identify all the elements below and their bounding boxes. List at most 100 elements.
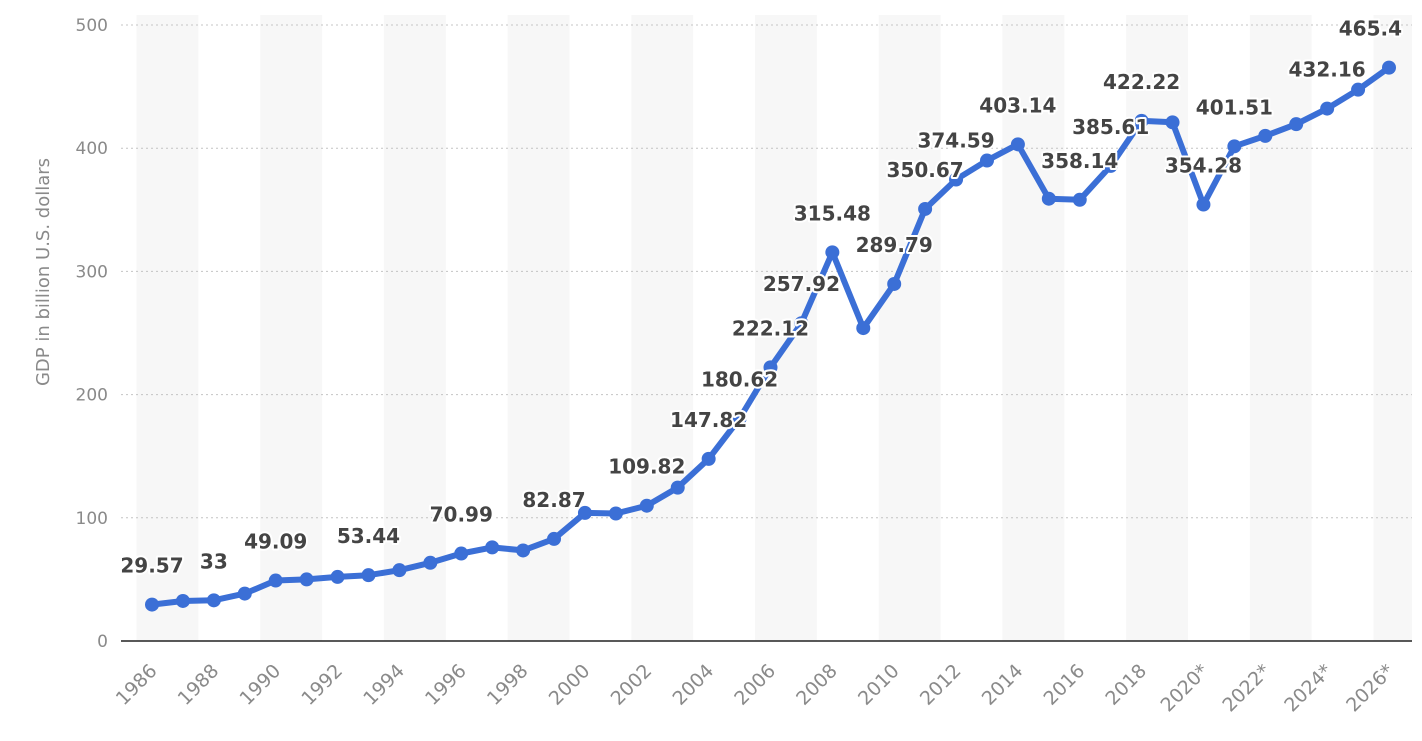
alternating-bands (136, 15, 1412, 641)
data-label: 49.09 (244, 530, 307, 554)
data-label: 53.44 (337, 524, 400, 548)
data-point (1196, 197, 1211, 212)
y-tick-label: 0 (97, 632, 108, 652)
data-point (887, 276, 902, 291)
data-point (918, 201, 933, 216)
data-point (454, 546, 469, 561)
data-label: 180.62 (701, 367, 778, 391)
x-tick-label: 2012 (916, 660, 966, 710)
data-label: 358.14 (1041, 149, 1118, 173)
data-point (1382, 60, 1396, 75)
data-point (516, 543, 531, 558)
data-label: 29.57 (120, 554, 183, 578)
data-point (299, 572, 314, 587)
data-point (1165, 115, 1180, 130)
x-tick-label: 1988 (174, 660, 224, 710)
data-point (1289, 117, 1304, 132)
data-point (794, 316, 809, 331)
y-tick-label: 500 (76, 16, 108, 36)
data-point (577, 505, 592, 520)
data-point (670, 480, 685, 495)
data-label: 289.79 (856, 233, 933, 257)
data-point (856, 321, 871, 336)
data-point (392, 563, 407, 578)
y-tick-label: 400 (76, 139, 108, 159)
x-tick-label: 2014 (978, 660, 1028, 710)
x-tick-label: 2008 (792, 660, 842, 710)
data-point (979, 153, 994, 168)
gridlines (121, 24, 1412, 642)
x-tick-label: 2016 (1040, 660, 1090, 710)
data-label: 385.61 (1072, 115, 1149, 139)
data-label: 350.67 (887, 158, 964, 182)
band (755, 15, 817, 641)
data-point (949, 172, 964, 187)
x-tick-label: 1986 (112, 660, 162, 710)
x-tick-label: 1992 (297, 660, 347, 710)
data-point (1320, 101, 1335, 116)
x-tick-label: 1998 (483, 660, 533, 710)
x-tick-label: 1990 (235, 660, 285, 710)
data-point (701, 451, 716, 466)
x-tick-label: 2004 (668, 660, 718, 710)
x-tick-label: 2020* (1157, 660, 1213, 716)
x-tick-label: 2006 (730, 660, 780, 710)
data-label: 147.82 (670, 408, 747, 432)
data-label: 422.22 (1103, 70, 1180, 94)
data-label: 354.28 (1165, 154, 1242, 178)
x-tick-label: 2010 (854, 660, 904, 710)
data-point (639, 498, 654, 513)
band (1002, 15, 1065, 641)
data-point (268, 573, 283, 588)
data-label: 465.4 (1339, 17, 1402, 41)
data-label: 432.16 (1289, 58, 1366, 82)
data-point (361, 568, 376, 583)
data-point (175, 593, 190, 608)
x-tick-label: 2002 (607, 660, 657, 710)
data-point (423, 555, 438, 570)
data-point (330, 569, 345, 584)
data-label: 82.87 (522, 488, 585, 512)
data-point (1227, 139, 1242, 154)
data-point (1010, 137, 1025, 152)
band (631, 15, 694, 641)
data-point (1134, 113, 1149, 128)
data-point (1041, 191, 1056, 206)
data-label: 70.99 (430, 503, 493, 527)
x-tick-label: 2018 (1101, 660, 1151, 710)
data-label: 374.59 (917, 129, 994, 153)
data-point (732, 411, 747, 426)
data-point (237, 586, 252, 601)
x-tick-label: 2026* (1342, 660, 1398, 716)
data-label: 403.14 (979, 93, 1056, 117)
data-point (1351, 82, 1366, 97)
y-tick-label: 100 (76, 509, 108, 529)
data-point (608, 506, 623, 521)
data-label: 222.12 (732, 316, 809, 340)
data-point (145, 597, 159, 612)
data-point (763, 360, 778, 375)
y-axis-label: GDP in billion U.S. dollars (33, 158, 54, 386)
data-point (547, 531, 562, 546)
data-label: 401.51 (1196, 95, 1273, 119)
x-tick-label: 2000 (545, 660, 595, 710)
band (1373, 15, 1412, 641)
data-point (825, 245, 840, 260)
data-point (1072, 192, 1087, 207)
data-label: 257.92 (763, 272, 840, 296)
data-label: 315.48 (794, 201, 871, 225)
band (878, 15, 941, 641)
x-tick-label: 1996 (421, 660, 471, 710)
x-tick-label: 2024* (1280, 660, 1336, 716)
data-point (1103, 158, 1118, 173)
data-point (485, 540, 500, 555)
y-tick-label: 300 (76, 262, 108, 282)
y-tick-label: 200 (76, 386, 108, 406)
band (383, 15, 446, 641)
x-axis-ticks: 1986 1988 1990 1992 1994 1996 1998 2000 2002 2004… (112, 660, 1399, 716)
x-tick-label: 1994 (359, 660, 409, 710)
data-label: 33 (200, 549, 228, 573)
x-tick-label: 2022* (1218, 660, 1274, 716)
data-labels: 29.57 33 49.09 53.44 70.99 82.87 109.82 147.82 1… (118, 15, 1404, 580)
